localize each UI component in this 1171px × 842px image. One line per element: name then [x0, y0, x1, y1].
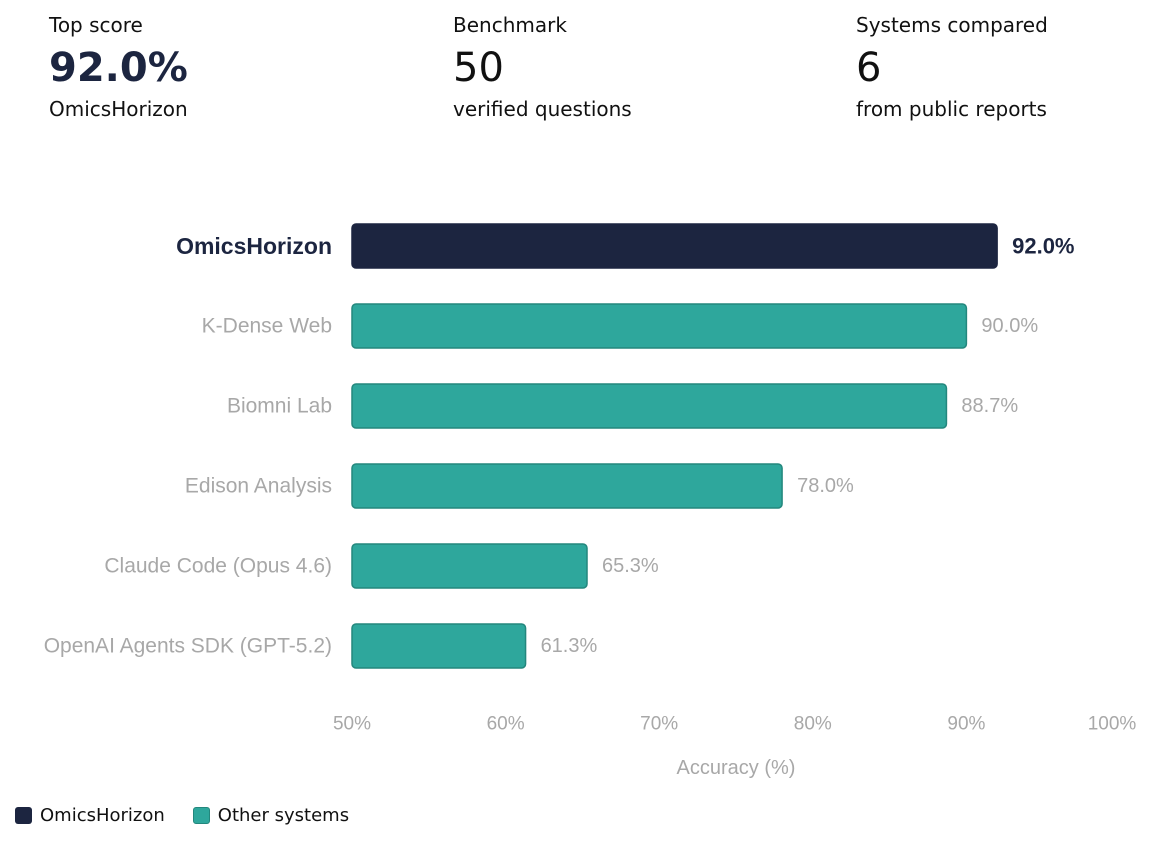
legend-item-omicshorizon: OmicsHorizon [15, 805, 165, 826]
x-tick-label: 50% [333, 714, 371, 735]
category-label: K-Dense Web [202, 315, 332, 338]
stat-benchmark: Benchmark 50 verified questions [453, 12, 773, 122]
legend-label: OmicsHorizon [40, 804, 165, 826]
accuracy-bar-chart: OmicsHorizon 92.0% K-Dense Web 90.0% Biomni … [44, 223, 1137, 779]
category-label: Claude Code (Opus 4.6) [104, 555, 332, 578]
data-label: 78.0% [797, 475, 854, 497]
bar-5 [351, 623, 527, 669]
x-tick-label: 70% [640, 714, 678, 735]
stat-systems-compared: Systems compared 6 from public reports [856, 12, 1171, 122]
legend-item-other-systems: Other systems [192, 804, 350, 826]
x-tick-label: 90% [947, 714, 985, 735]
category-label: OmicsHorizon [176, 233, 332, 259]
bar-3 [351, 463, 783, 509]
chart-legend: OmicsHorizon Other systems [15, 802, 377, 828]
stat-value: 92.0% [49, 45, 188, 91]
bar-4 [351, 543, 588, 589]
legend-swatch-omicshorizon [15, 806, 32, 824]
stat-label: Systems compared [856, 13, 1048, 37]
stat-label: Benchmark [453, 13, 567, 37]
data-label: 92.0% [1012, 234, 1074, 259]
legend-swatch-other-systems [192, 806, 210, 824]
summary-stats: Top score 92.0% OmicsHorizon Benchmark 5… [49, 12, 1149, 132]
stat-sub: OmicsHorizon [49, 97, 188, 121]
category-label: OpenAI Agents SDK (GPT-5.2) [44, 635, 332, 658]
stat-top-score: Top score 92.0% OmicsHorizon [49, 12, 369, 122]
data-label: 88.7% [961, 395, 1018, 417]
bar-0 [351, 223, 998, 269]
data-label: 61.3% [541, 635, 598, 657]
stat-value: 6 [856, 45, 882, 91]
x-axis-title: Accuracy (%) [677, 757, 796, 779]
bar-2 [351, 383, 948, 429]
category-label: Biomni Lab [227, 395, 332, 418]
x-tick-label: 60% [487, 714, 525, 735]
stat-sub: verified questions [453, 97, 632, 121]
x-tick-label: 100% [1088, 714, 1137, 735]
legend-label: Other systems [217, 804, 350, 826]
category-label: Edison Analysis [185, 475, 332, 498]
data-label: 65.3% [602, 555, 659, 577]
stat-label: Top score [49, 13, 143, 37]
stat-sub: from public reports [856, 97, 1047, 121]
x-tick-label: 80% [794, 714, 832, 735]
bar-1 [351, 303, 968, 349]
stat-value: 50 [453, 45, 504, 91]
data-label: 90.0% [981, 315, 1038, 337]
